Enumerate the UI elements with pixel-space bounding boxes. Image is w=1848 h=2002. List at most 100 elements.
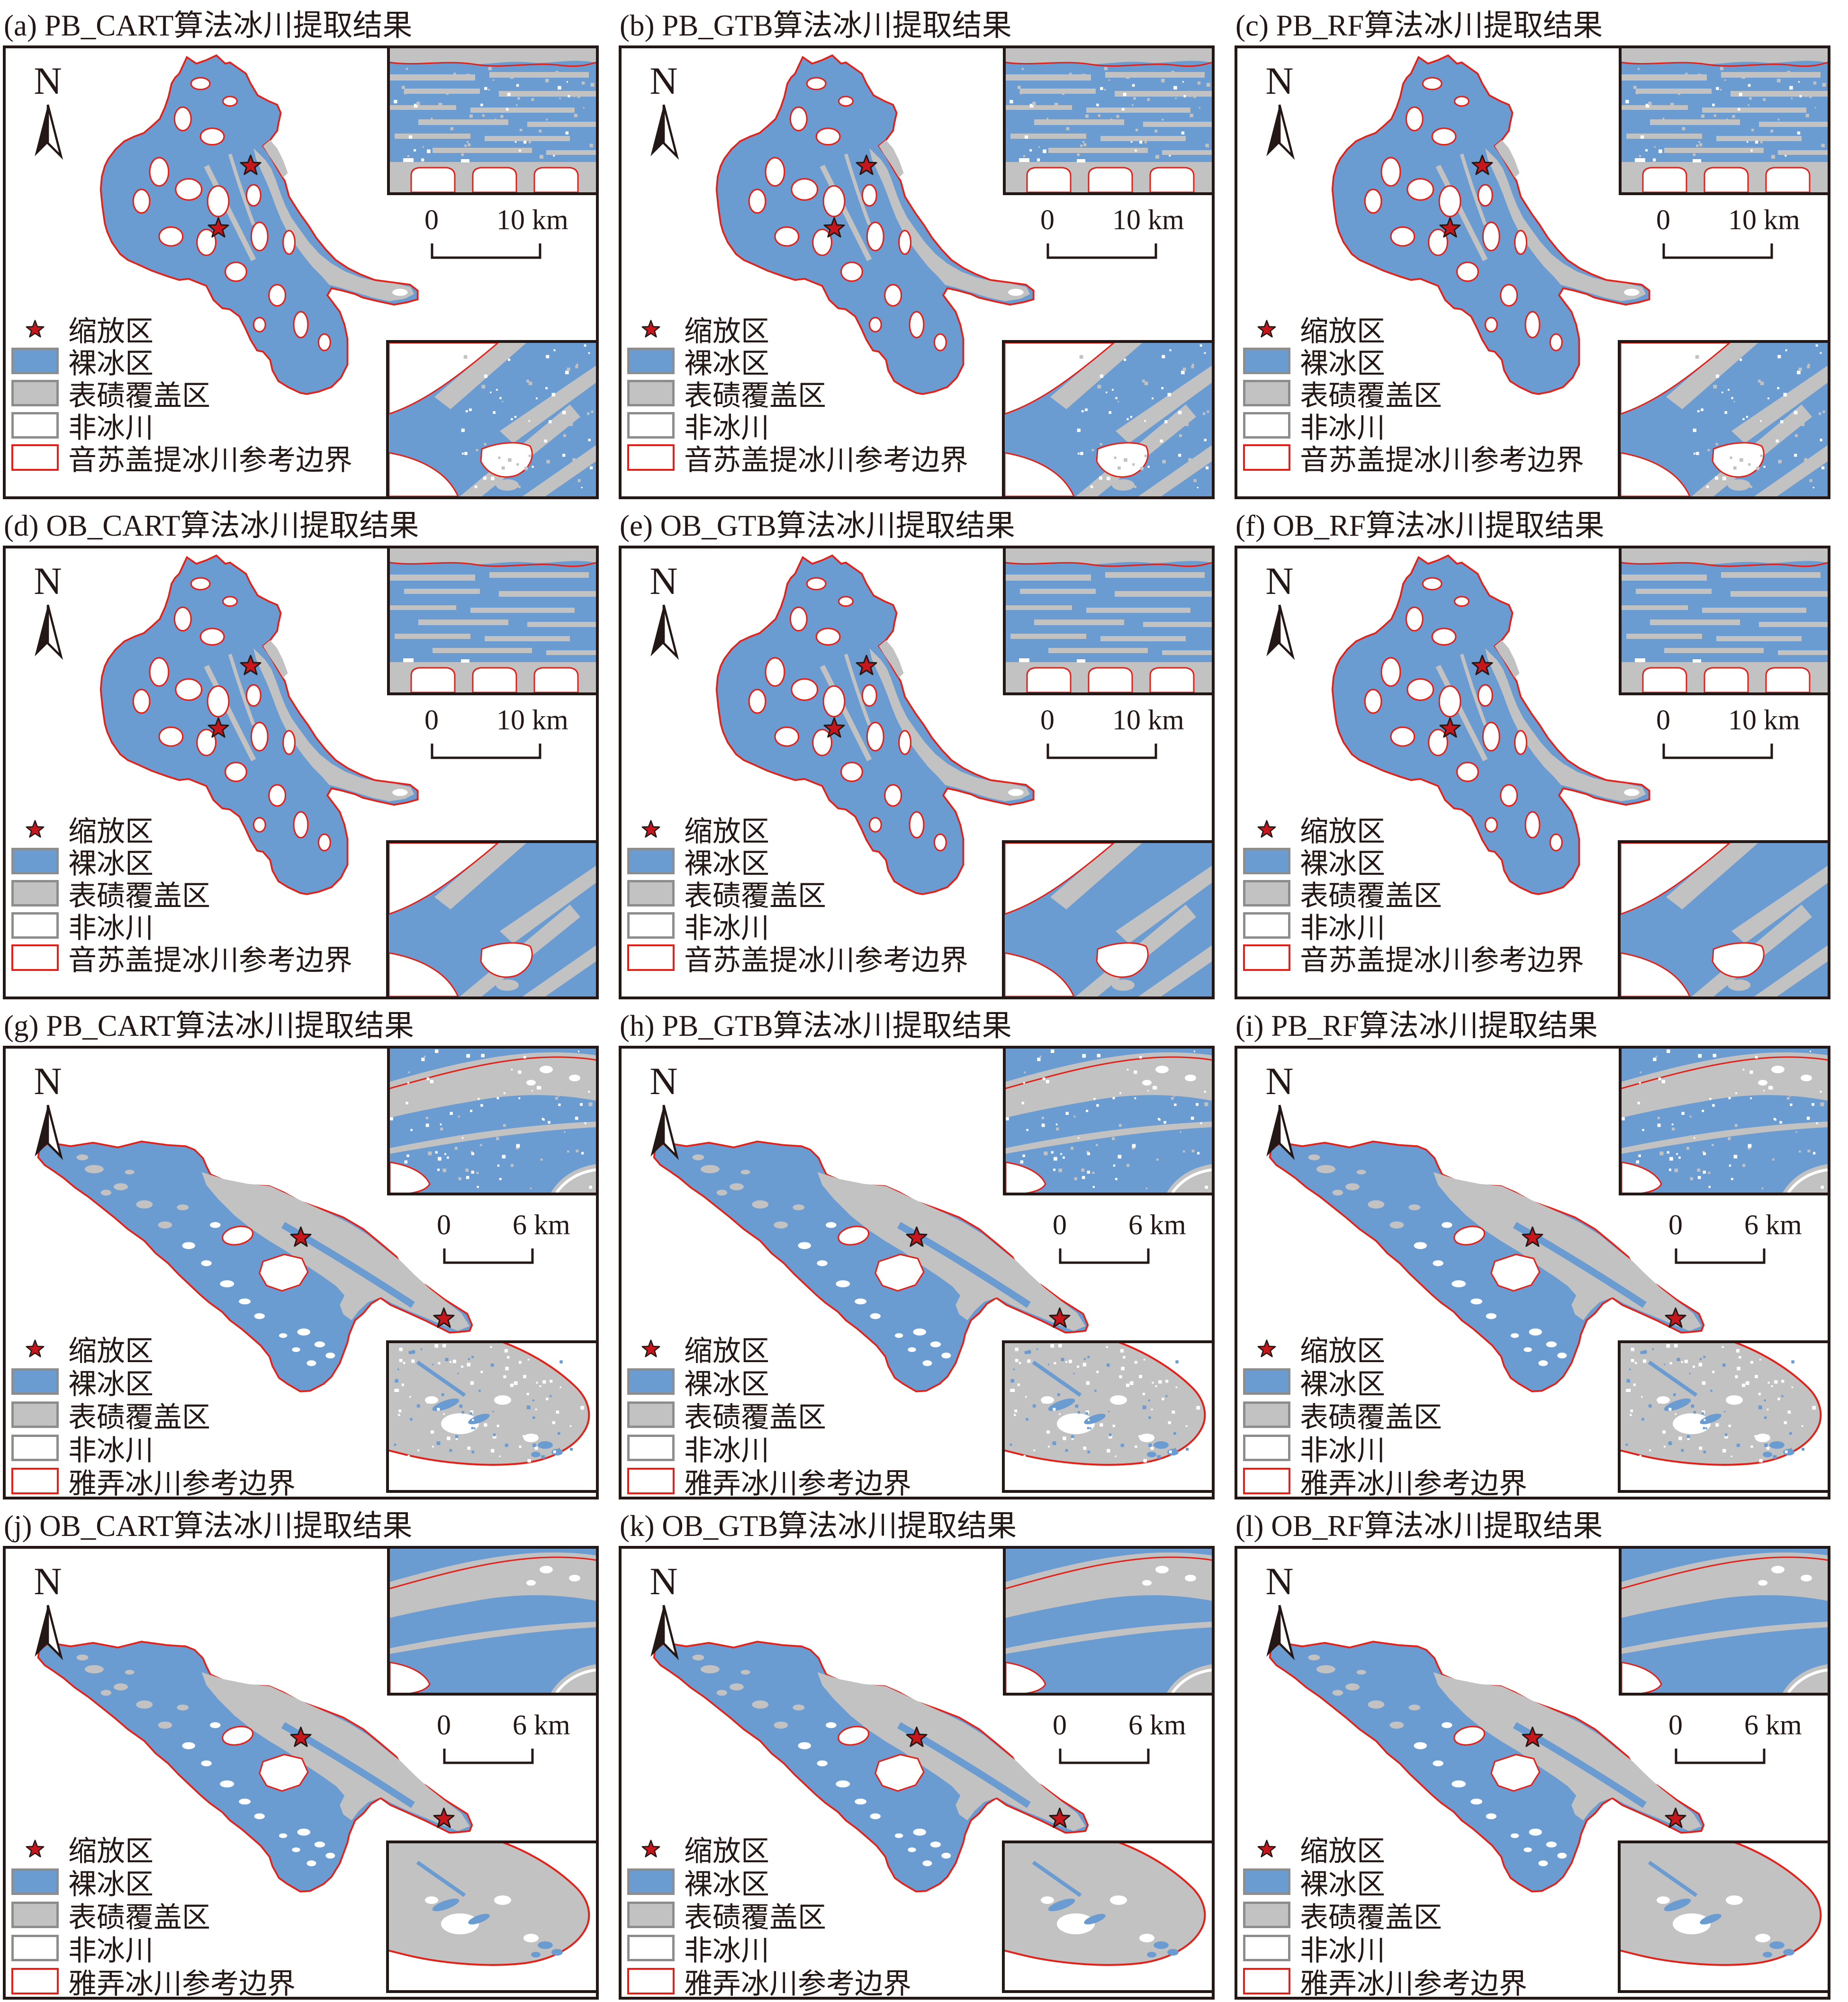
scale-bar: 0 6 km [1660,1709,1821,1773]
scale-bracket [1044,1245,1200,1266]
legend-item-zoom-area: 缩放区 [11,1832,296,1865]
map-panel: (d) OB_CART算法冰川提取结果 [0,500,616,1000]
scale-bracket [1037,240,1194,261]
zoom-area-star-2 [1439,717,1461,738]
non-glacier-swatch [11,1435,59,1461]
zoom-area-star-1 [1471,655,1493,675]
legend-item-debris: 表碛覆盖区 [1243,1398,1527,1431]
scale-end-label: 10 km [496,704,568,736]
non-glacier-swatch [627,912,675,939]
zoom-area-star-1 [1522,1726,1543,1747]
map-panel: (j) OB_CART算法冰川提取结果 [0,1500,616,2001]
boundary-swatch [627,944,675,971]
scale-bar: 0 6 km [428,1209,589,1273]
legend-item-bare-ice: 裸冰区 [1243,1865,1527,1898]
inset-map-bottom [389,1343,596,1490]
zoom-area-star-1 [1522,1226,1543,1247]
legend-item-bare-ice: 裸冰区 [11,1365,296,1398]
scale-bar: 0 10 km [1037,204,1199,268]
boundary-swatch [627,1468,675,1494]
debris-swatch [627,380,675,406]
inset-map-top [1006,1549,1212,1693]
panel-title: (i) PB_RF算法冰川提取结果 [1232,1000,1848,1046]
star-icon [1243,1840,1290,1858]
non-glacier-swatch [11,1935,59,1961]
scale-bar: 0 10 km [1037,704,1199,768]
non-glacier-swatch [1243,1435,1290,1461]
north-arrow: N [638,1562,690,1663]
debris-swatch [627,1902,675,1928]
non-glacier-swatch [627,1435,675,1461]
zoom-area-star-1 [856,154,877,175]
inset-map-top [390,1549,596,1693]
boundary-swatch [1243,1468,1290,1494]
map-frame: N [619,45,1215,499]
inset-map-bottom [389,1843,596,1990]
panel-title: (l) OB_RF算法冰川提取结果 [1232,1500,1848,1546]
boundary-swatch [1243,1968,1290,1994]
terminus-pocket [1624,289,1639,296]
north-arrow: N [638,62,690,162]
scale-bar: 0 6 km [1660,1209,1821,1273]
map-panel: (i) PB_RF算法冰川提取结果 [1232,1000,1848,1500]
zoom-area-star-2 [433,1307,455,1328]
inset-map-bottom [1005,843,1212,997]
terminus-pocket [392,789,407,796]
debris-swatch [1243,1401,1290,1428]
map-frame: N [619,1546,1215,2000]
panel-title: (j) OB_CART算法冰川提取结果 [0,1500,616,1546]
legend-label: 音苏盖提冰川参考边界 [1300,937,1584,979]
legend-item-debris: 表碛覆盖区 [11,377,352,409]
panel-title: (d) OB_CART算法冰川提取结果 [0,500,616,546]
legend-item-debris: 表碛覆盖区 [11,1398,296,1431]
north-arrow: N [22,1562,74,1663]
map-frame: N [619,546,1215,999]
inset-map-top [1006,1049,1212,1193]
legend: 缩放区 裸冰区 表碛覆盖区 非冰川 音苏盖提冰川参考边界 [11,813,352,974]
zoom-area-star-2 [1665,1807,1686,1828]
zoom-inset-top [1619,1546,1830,1696]
north-arrow-icon [30,104,65,160]
bare-ice-swatch [11,348,59,374]
scale-zero-label: 0 [1656,204,1670,236]
legend: 缩放区 裸冰区 表碛覆盖区 非冰川 雅弄冰川参考边界 [627,1832,911,1998]
zoom-area-star-2 [1049,1807,1071,1828]
legend-item-zoom-area: 缩放区 [1243,1832,1527,1865]
north-arrow-icon [1262,104,1297,160]
zoom-inset-bottom [386,840,599,999]
legend: 缩放区 裸冰区 表碛覆盖区 非冰川 雅弄冰川参考边界 [627,1332,911,1498]
inset-map-bottom [1621,1343,1828,1490]
legend-item-debris: 表碛覆盖区 [627,1898,911,1931]
zoom-area-star-2 [207,717,229,738]
map-frame: N [1235,1546,1830,2000]
north-label: N [638,1062,690,1101]
legend-item-zoom-area: 缩放区 [1243,1332,1527,1365]
legend-item-debris: 表碛覆盖区 [1243,1898,1527,1931]
inset-map-bottom [389,343,596,496]
nonglacier-bumps [1643,668,1810,692]
zoom-inset-bottom [1618,340,1830,499]
legend-label: 音苏盖提冰川参考边界 [68,437,352,478]
legend-label: 音苏盖提冰川参考边界 [684,437,968,478]
zoom-inset-top [1619,1046,1830,1195]
non-glacier-swatch [627,412,675,439]
inset-map-top [1622,1049,1828,1193]
boundary-swatch [11,1468,59,1494]
zoom-inset-bottom [1002,1340,1215,1493]
boundary-swatch [627,444,675,471]
debris-swatch [1243,880,1290,907]
scale-zero-label: 0 [1668,1709,1683,1742]
zoom-area-star-2 [1665,1307,1686,1328]
zoom-inset-top [387,546,599,695]
legend: 缩放区 裸冰区 表碛覆盖区 非冰川 音苏盖提冰川参考边界 [1243,313,1584,474]
debris-swatch [1243,380,1290,406]
map-panel: (l) OB_RF算法冰川提取结果 [1232,1500,1848,2001]
zoom-area-star-2 [1049,1307,1071,1328]
north-label: N [638,62,690,100]
map-panel: (f) OB_RF算法冰川提取结果 [1232,500,1848,1000]
panel-title: (a) PB_CART算法冰川提取结果 [0,0,616,45]
legend-item-zoom-area: 缩放区 [627,813,968,845]
legend-label: 雅弄冰川参考边界 [1300,1461,1527,1502]
panel-title: (h) PB_GTB算法冰川提取结果 [616,1000,1232,1046]
inset-map-bottom [1005,343,1212,496]
